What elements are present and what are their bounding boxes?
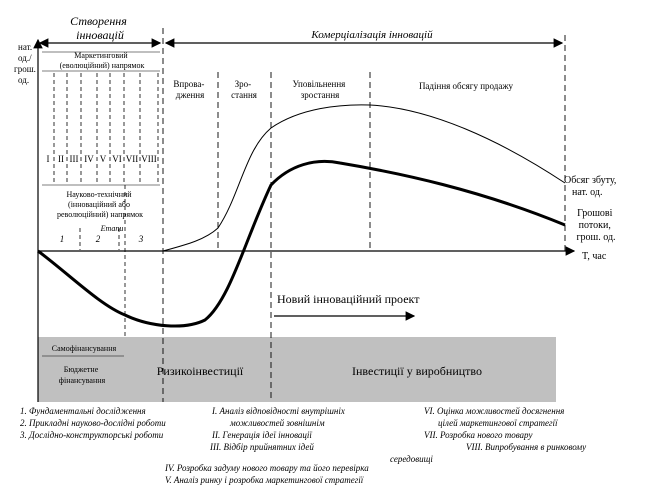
svg-text:V. Аналіз ринку і розробка мар: V. Аналіз ринку і розробка маркетингової… — [165, 475, 364, 485]
x-axis-label: T, час — [582, 251, 607, 262]
lifecycle-growth-label: Зро- стання — [231, 79, 257, 100]
svg-text:VII. Розробка нового товару: VII. Розробка нового товару — [424, 430, 532, 440]
sales-curve-label: Обсяг збуту, нат. од. — [564, 175, 619, 198]
svg-text:III. Відбір прийнятних ідей: III. Відбір прийнятних ідей — [209, 442, 314, 452]
new-project-label: Новий інноваційний проект — [277, 292, 420, 306]
legend-roman-3: IV. Розробка задуму нового товару та йог… — [164, 463, 369, 485]
svg-text:1. Фундаментальні дослідження: 1. Фундаментальні дослідження — [20, 406, 146, 416]
revolutionary-direction-label: Науково-технічний (інноваційний або рево… — [57, 190, 143, 219]
evolutionary-direction-label: Маркетинговий (еволюційний) напрямок — [60, 51, 145, 70]
financing-band — [38, 337, 556, 402]
sales-volume-curve — [162, 104, 566, 252]
svg-text:III: III — [70, 154, 79, 164]
svg-text:II. Генерація ідеї інновації: II. Генерація ідеї інновації — [211, 430, 312, 440]
svg-text:2: 2 — [96, 234, 101, 244]
svg-text:2. Прикладні науково-дослідні: 2. Прикладні науково-дослідні роботи — [20, 418, 166, 428]
svg-text:3: 3 — [138, 234, 144, 244]
svg-text:VIII: VIII — [141, 154, 157, 164]
self-financing-label: Самофінансування — [52, 344, 117, 353]
cash-flow-curve — [37, 159, 566, 328]
svg-text:V: V — [100, 154, 107, 164]
lifecycle-decline-label: Падіння обсягу продажу — [419, 81, 514, 91]
legend-roman-2-cont: середовищі — [390, 454, 433, 464]
stage-number-labels: 1 2 3 — [60, 234, 144, 244]
y-axis-label: нат. од./ грош. од. — [14, 42, 38, 85]
stages-label: Етапи — [100, 224, 124, 233]
svg-text:можливостей зовнішнім: можливостей зовнішнім — [229, 418, 325, 428]
svg-text:IV: IV — [84, 154, 94, 164]
svg-text:цілей маркетингової стратегії: цілей маркетингової стратегії — [438, 418, 558, 428]
production-investment-label: Інвестиції у виробництво — [352, 364, 482, 378]
cash-curve-label: Грошові потоки, грош. од. — [576, 208, 615, 243]
svg-text:VII: VII — [126, 154, 139, 164]
svg-text:3. Дослідно-конструкторські ро: 3. Дослідно-конструкторські роботи — [19, 430, 164, 440]
budget-financing-label: Бюджетне фінансування — [59, 365, 106, 385]
svg-text:1: 1 — [60, 234, 65, 244]
roman-stage-labels: I II III IV V VI VII VIII — [47, 154, 157, 164]
commercialization-phase-label: Комерціалізація інновацій — [310, 29, 433, 41]
lifecycle-introduction-label: Впрова- дження — [173, 79, 206, 100]
svg-text:VI: VI — [112, 154, 122, 164]
svg-text:I: I — [47, 154, 50, 164]
lifecycle-slowdown-label: Уповільнення зростання — [292, 79, 347, 100]
legend-roman-1: I. Аналіз відповідності внутрішніх можли… — [209, 406, 345, 452]
svg-text:II: II — [58, 154, 64, 164]
legend-stages: 1. Фундаментальні дослідження 2. Приклад… — [19, 406, 166, 440]
svg-text:IV. Розробка задуму нового тов: IV. Розробка задуму нового товару та йог… — [164, 463, 369, 473]
svg-text:I. Аналіз відповідності внутрі: I. Аналіз відповідності внутрішніх — [211, 406, 345, 416]
legend-roman-2: VI. Оцінка можливостей досягнення цілей … — [424, 406, 586, 452]
venture-investment-label: Ризикоінвестиції — [157, 364, 244, 378]
svg-text:VIII. Випробування в ринковому: VIII. Випробування в ринковому — [466, 442, 586, 452]
svg-text:VI. Оцінка можливостей досягне: VI. Оцінка можливостей досягнення — [424, 406, 564, 416]
roman-stage-dividers — [53, 73, 159, 183]
creation-phase-label: Створення інновацій — [70, 14, 130, 42]
